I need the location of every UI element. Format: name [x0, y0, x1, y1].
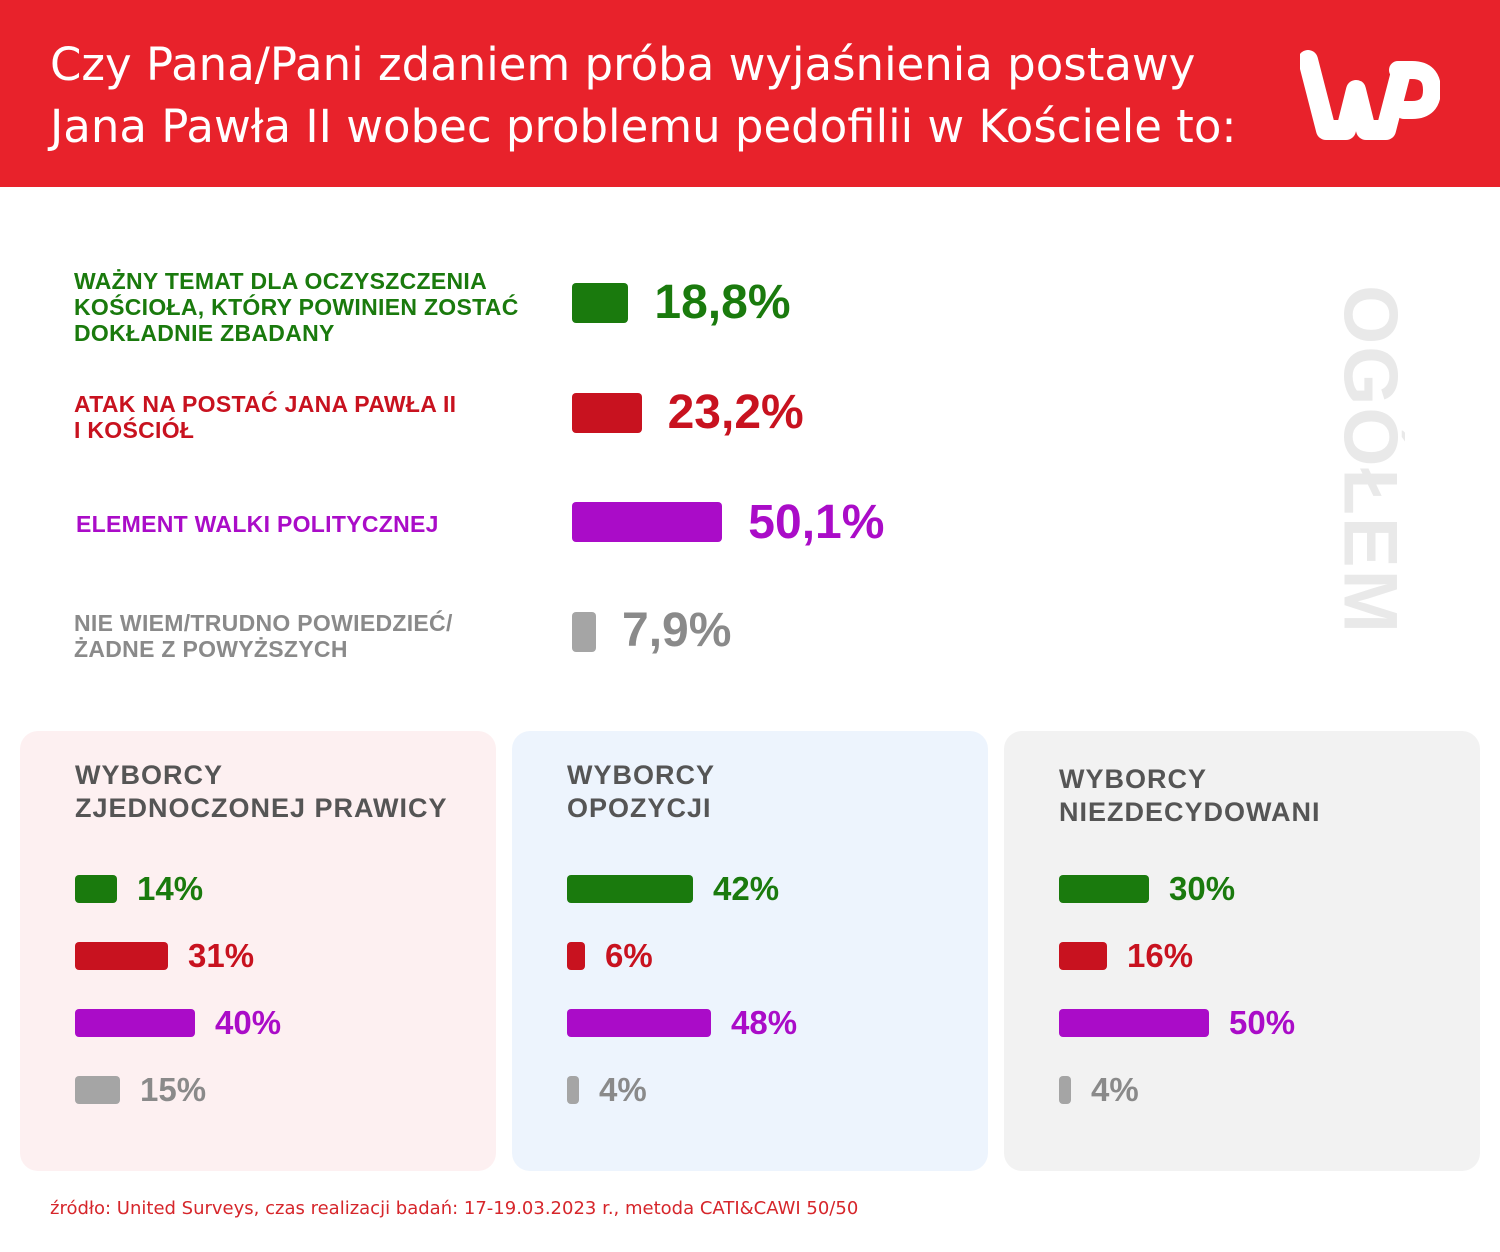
overall-side-label: OGÓŁEM [1335, 285, 1405, 635]
panel-opozycja: WYBORCY OPOZYCJI 42% 6% 48% 4% [512, 731, 988, 1171]
panel-bar-0 [567, 875, 693, 903]
panel-value-2: 50% [1229, 1004, 1296, 1041]
panel-value-0: 30% [1169, 870, 1236, 907]
overall-value-0: 18,8% [654, 276, 791, 329]
panel-value-2: 40% [215, 1004, 282, 1041]
header-banner: Czy Pana/Pani zdaniem próba wyjaśnienia … [0, 0, 1500, 187]
panel-bar-1 [75, 942, 168, 970]
panel-value-3: 15% [140, 1071, 207, 1108]
panel-value-2: 48% [731, 1004, 798, 1041]
overall-value-2: 50,1% [748, 496, 885, 549]
panel-value-3: 4% [599, 1071, 647, 1108]
panel-bar-3 [75, 1076, 120, 1104]
panel-bar-2 [75, 1009, 195, 1037]
panel-bar-3 [1059, 1076, 1071, 1104]
panel-zjednoczona-prawica: WYBORCY ZJEDNOCZONEJ PRAWICY 14% 31% 40% 15… [20, 731, 496, 1171]
panel-bar-0 [1059, 875, 1149, 903]
panel-value-0: 42% [713, 870, 780, 907]
panel-bar-0 [75, 875, 117, 903]
panel-value-1: 31% [188, 937, 255, 974]
panel-bar-2 [1059, 1009, 1209, 1037]
side-label-text: OGÓŁEM [1335, 285, 1405, 635]
panel-title: WYBORCY NIEZDECYDOWANI [1059, 764, 1321, 827]
wp-logo [1300, 50, 1440, 140]
panel-title: WYBORCY ZJEDNOCZONEJ PRAWICY [75, 760, 448, 823]
panel-niezdecydowani: WYBORCY NIEZDECYDOWANI 30% 16% 50% 4% [1004, 731, 1480, 1171]
panel-value-3: 4% [1091, 1071, 1139, 1108]
panel-value-0: 14% [137, 870, 204, 907]
panel-bar-1 [567, 942, 585, 970]
category-label-attack: ATAK NA POSTAĆ JANA PAWŁA II I KOŚCIÓŁ [74, 391, 457, 443]
category-label-dont-know: NIE WIEM/TRUDNO POWIEDZIEĆ/ ŻADNE Z POWY… [74, 610, 453, 662]
category-label-important: WAŻNY TEMAT DLA OCZYSZCZENIA KOŚCIOŁA, K… [74, 268, 519, 346]
overall-bar-1 [572, 393, 642, 433]
panel-bar-3 [567, 1076, 579, 1104]
overall-value-1: 23,2% [667, 386, 804, 439]
panel-bar-1 [1059, 942, 1107, 970]
panel-value-1: 6% [605, 937, 653, 974]
category-label-political: ELEMENT WALKI POLITYCZNEJ [76, 511, 439, 537]
overall-bar-0 [572, 283, 629, 323]
chart-title-line-1: Czy Pana/Pani zdaniem próba wyjaśnienia … [50, 38, 1196, 91]
panel-bar-2 [567, 1009, 711, 1037]
panel-title: WYBORCY OPOZYCJI [567, 760, 715, 823]
panel-value-1: 16% [1127, 937, 1194, 974]
overall-bar-2 [572, 502, 723, 542]
overall-bar-3 [572, 612, 596, 652]
source-footnote: źródło: United Surveys, czas realizacji … [50, 1198, 859, 1219]
overall-value-3: 7,9% [622, 604, 732, 657]
chart-title-line-2: Jana Pawła II wobec problemu pedofilii w… [50, 100, 1237, 153]
